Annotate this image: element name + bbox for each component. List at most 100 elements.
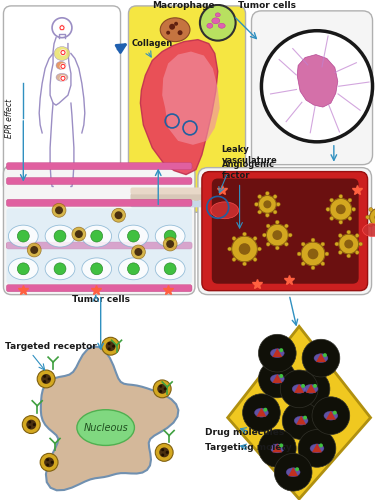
- Text: EPR effect: EPR effect: [5, 98, 14, 138]
- Circle shape: [369, 208, 373, 212]
- Circle shape: [54, 263, 66, 275]
- Ellipse shape: [118, 225, 148, 247]
- Circle shape: [243, 262, 247, 266]
- Text: Macrophage: Macrophage: [152, 1, 215, 10]
- Circle shape: [132, 245, 146, 259]
- Circle shape: [321, 262, 325, 266]
- Text: Targeting moiety: Targeting moiety: [205, 444, 292, 452]
- Circle shape: [330, 198, 334, 202]
- Circle shape: [335, 242, 339, 246]
- Circle shape: [374, 213, 376, 222]
- Circle shape: [333, 410, 337, 414]
- FancyBboxPatch shape: [3, 6, 121, 192]
- Circle shape: [323, 353, 327, 357]
- Ellipse shape: [292, 384, 306, 394]
- Ellipse shape: [56, 74, 68, 82]
- Ellipse shape: [211, 202, 239, 218]
- Circle shape: [62, 77, 64, 80]
- Circle shape: [292, 370, 330, 408]
- Circle shape: [274, 454, 312, 491]
- Polygon shape: [228, 326, 371, 499]
- FancyBboxPatch shape: [3, 166, 195, 294]
- Circle shape: [174, 22, 178, 26]
- Circle shape: [166, 240, 174, 248]
- Circle shape: [325, 252, 329, 256]
- Circle shape: [279, 444, 283, 448]
- Polygon shape: [272, 444, 282, 452]
- Ellipse shape: [8, 258, 38, 280]
- Circle shape: [295, 468, 299, 471]
- Circle shape: [41, 374, 51, 384]
- Circle shape: [46, 464, 49, 466]
- Polygon shape: [162, 52, 220, 145]
- Ellipse shape: [270, 444, 284, 453]
- Ellipse shape: [362, 224, 376, 236]
- Circle shape: [232, 236, 236, 240]
- Ellipse shape: [82, 258, 112, 280]
- Circle shape: [232, 258, 236, 262]
- FancyBboxPatch shape: [6, 242, 192, 249]
- Circle shape: [261, 30, 373, 142]
- Circle shape: [336, 204, 346, 214]
- Ellipse shape: [286, 468, 300, 476]
- Circle shape: [355, 250, 359, 254]
- Circle shape: [40, 454, 58, 471]
- Circle shape: [370, 208, 376, 226]
- Circle shape: [352, 208, 356, 212]
- Ellipse shape: [215, 13, 220, 17]
- Circle shape: [279, 374, 283, 378]
- Circle shape: [273, 194, 277, 198]
- Circle shape: [301, 384, 305, 388]
- Circle shape: [127, 230, 139, 242]
- Ellipse shape: [270, 374, 284, 384]
- Polygon shape: [312, 444, 322, 452]
- Circle shape: [355, 234, 359, 237]
- Ellipse shape: [45, 225, 75, 247]
- Circle shape: [127, 263, 139, 275]
- Polygon shape: [316, 353, 326, 362]
- Polygon shape: [140, 40, 218, 174]
- Text: Targeted receptor: Targeted receptor: [5, 342, 97, 351]
- FancyBboxPatch shape: [130, 188, 244, 194]
- Circle shape: [338, 250, 342, 254]
- Circle shape: [52, 204, 66, 217]
- Circle shape: [264, 408, 267, 412]
- Circle shape: [303, 416, 307, 420]
- Text: Nucleous: Nucleous: [83, 422, 128, 432]
- Circle shape: [302, 340, 340, 377]
- Circle shape: [169, 24, 175, 30]
- Circle shape: [344, 240, 353, 248]
- Text: Angiogenic
factor: Angiogenic factor: [222, 160, 275, 180]
- Circle shape: [159, 385, 162, 388]
- Circle shape: [159, 390, 162, 393]
- Circle shape: [311, 266, 315, 270]
- Circle shape: [51, 461, 53, 464]
- Circle shape: [369, 223, 373, 227]
- Circle shape: [62, 65, 64, 68]
- Circle shape: [321, 242, 325, 246]
- Circle shape: [348, 198, 352, 202]
- Circle shape: [108, 342, 111, 345]
- Polygon shape: [41, 346, 178, 490]
- Circle shape: [108, 348, 111, 350]
- Circle shape: [60, 50, 66, 56]
- Circle shape: [61, 26, 64, 29]
- Circle shape: [54, 230, 66, 242]
- Ellipse shape: [45, 258, 75, 280]
- Circle shape: [115, 212, 123, 219]
- Polygon shape: [297, 54, 338, 107]
- Polygon shape: [272, 348, 282, 357]
- Circle shape: [338, 234, 342, 237]
- Circle shape: [258, 194, 262, 198]
- Text: Tumor cells: Tumor cells: [72, 294, 130, 304]
- Ellipse shape: [118, 258, 148, 280]
- Ellipse shape: [218, 24, 225, 28]
- Circle shape: [347, 254, 351, 258]
- Circle shape: [298, 430, 336, 468]
- Circle shape: [258, 247, 261, 251]
- FancyBboxPatch shape: [198, 168, 371, 294]
- Ellipse shape: [294, 416, 308, 425]
- FancyBboxPatch shape: [6, 200, 192, 206]
- Circle shape: [62, 51, 64, 54]
- Ellipse shape: [8, 225, 38, 247]
